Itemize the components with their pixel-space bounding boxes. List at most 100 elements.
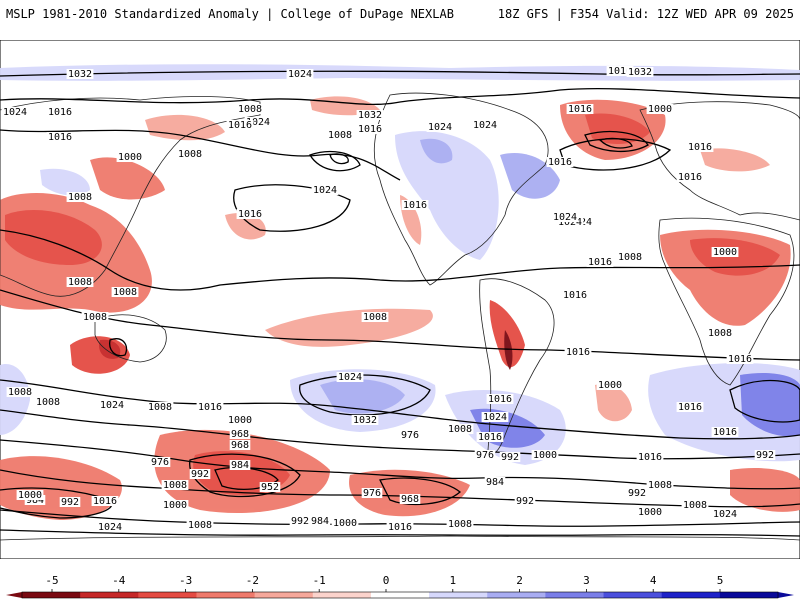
isobar-label: 1008 [36, 397, 60, 408]
isobar-label: 968 [231, 429, 249, 440]
isobar-label-bg [46, 132, 74, 142]
colorbar-right-arrow [778, 592, 794, 598]
arctic-high [0, 64, 800, 81]
isobar-label: 1024 [98, 522, 122, 533]
isobar-label-bg [386, 522, 414, 532]
isobar-label: 1016 [93, 496, 117, 507]
isobar-label-bg [116, 152, 144, 162]
eurasia-coast [0, 96, 261, 297]
south-pacific-high-core [320, 379, 405, 414]
isobar-label-bg [706, 328, 734, 338]
isobar-label-bg [399, 430, 421, 440]
colorbar-tick-label: 2 [516, 574, 523, 587]
isobar-label: 1024 [558, 217, 582, 228]
mid-pacific-anomaly [225, 212, 266, 240]
isobar-label: 1016 [403, 200, 427, 211]
isobar-label-bg [711, 427, 739, 437]
model-valid-time: 18Z GFS | F354 Valid: 12Z WED APR 09 202… [497, 7, 794, 21]
isobar-label: 1016 [478, 432, 502, 443]
pacific-anomaly [145, 114, 225, 141]
isobar-label-bg [681, 500, 709, 510]
isobar-label-bg [361, 312, 389, 322]
colorbar-tick-label: 4 [650, 574, 657, 587]
isobar-label: 992 [516, 496, 534, 507]
central-pacific-anomaly [265, 308, 433, 347]
isobar-label-bg [66, 192, 94, 202]
north-america-high [395, 131, 499, 260]
isobar-label-bg [196, 402, 224, 412]
isobar-label-bg [676, 172, 704, 182]
asia-north-anomaly [90, 157, 165, 200]
header-bar: MSLP 1981-2010 Standardized Anomaly | Co… [0, 0, 800, 38]
isobar-label: 1032 [628, 67, 652, 78]
isobar-label: 1008 [683, 500, 707, 511]
europe-coast [639, 101, 800, 221]
isobar-label: 1016 [588, 257, 612, 268]
south-america-low [489, 300, 525, 368]
isobar-label: 992 [501, 452, 519, 463]
colorbar-tick-label: 3 [583, 574, 590, 587]
anomaly-map: 1032 1024 1016 1008 1024 1032 1016 1016 1024 1024… [0, 40, 800, 559]
andes-core [504, 330, 513, 370]
isobar-label-bg [46, 107, 74, 117]
coastlines [0, 92, 800, 541]
isobar-label: 1000 [648, 104, 672, 115]
isobar-label-bg [586, 257, 614, 267]
isobar-label-bg [66, 277, 94, 287]
colorbar-tick-label: -1 [313, 574, 326, 587]
isobar-label: 984 [231, 460, 249, 471]
isobar-label-bg [596, 380, 624, 390]
isobar-label-bg [561, 290, 589, 300]
north-america-coast [373, 92, 549, 286]
isobar-label-bg [711, 247, 739, 257]
south-america-coast [479, 278, 555, 455]
isobar-label: 1008 [328, 130, 352, 141]
isobar-label-bg [111, 287, 139, 297]
isobar-label-bg [1, 107, 29, 117]
colorbar-left-arrow [6, 592, 22, 598]
isobar-label-bg [476, 432, 504, 442]
colorbar-segment [719, 592, 779, 598]
isobar-label: 1024 [338, 372, 362, 383]
isobar-label-bg [646, 104, 674, 114]
colorbar-tick-label: 5 [717, 574, 724, 587]
isobar-label: 1016 [713, 427, 737, 438]
isobar-label-bg [244, 117, 272, 127]
isobar-label-bg [646, 480, 674, 490]
anomaly-shading [0, 64, 800, 520]
isobar-label-bg [66, 69, 94, 79]
isobar-label: 1024 [713, 509, 737, 520]
south-indian-ocean-core [740, 373, 800, 437]
isobar-label-bg [34, 397, 62, 407]
isobar-label: 1008 [68, 277, 92, 288]
isobar-label-bg [229, 429, 251, 439]
isobar-label-bg [686, 142, 714, 152]
isobar-label-bg [289, 516, 311, 526]
isobar-label: 1024 [473, 120, 497, 131]
isobar-label-bg [161, 500, 189, 510]
isobar-label-bg [161, 480, 189, 490]
isobar-labels: 1032 1024 1016 1008 1024 1032 1016 1016 1024 1024… [1, 66, 776, 533]
isobar-label: 1024 [428, 122, 452, 133]
isobar-label-bg [514, 496, 536, 506]
isobar-label: 1008 [8, 387, 32, 398]
isobar-label: 1008 [148, 402, 172, 413]
isobar-label: 1016 [358, 124, 382, 135]
isobar-label: 1016 [568, 104, 592, 115]
isobar-label-bg [226, 120, 254, 130]
isobar-label: 1016 [728, 354, 752, 365]
isobar-label: 1032 [358, 110, 382, 121]
isobar-label: 1008 [68, 192, 92, 203]
isobar-label-bg [474, 450, 496, 460]
isobar-label: 1016 [198, 402, 222, 413]
isobar-label-bg [481, 412, 509, 422]
isobar-label-bg [626, 67, 654, 77]
colorbar-segment [487, 592, 546, 598]
isobar-label-bg [616, 252, 644, 262]
isobar-label: 1016 [638, 452, 662, 463]
isobar-label: 1024 [100, 400, 124, 411]
isobar-label-bg [59, 497, 81, 507]
isobar-label-bg [546, 157, 574, 167]
isobar-label: 1000 [163, 500, 187, 511]
colorbar-segments [6, 591, 794, 599]
